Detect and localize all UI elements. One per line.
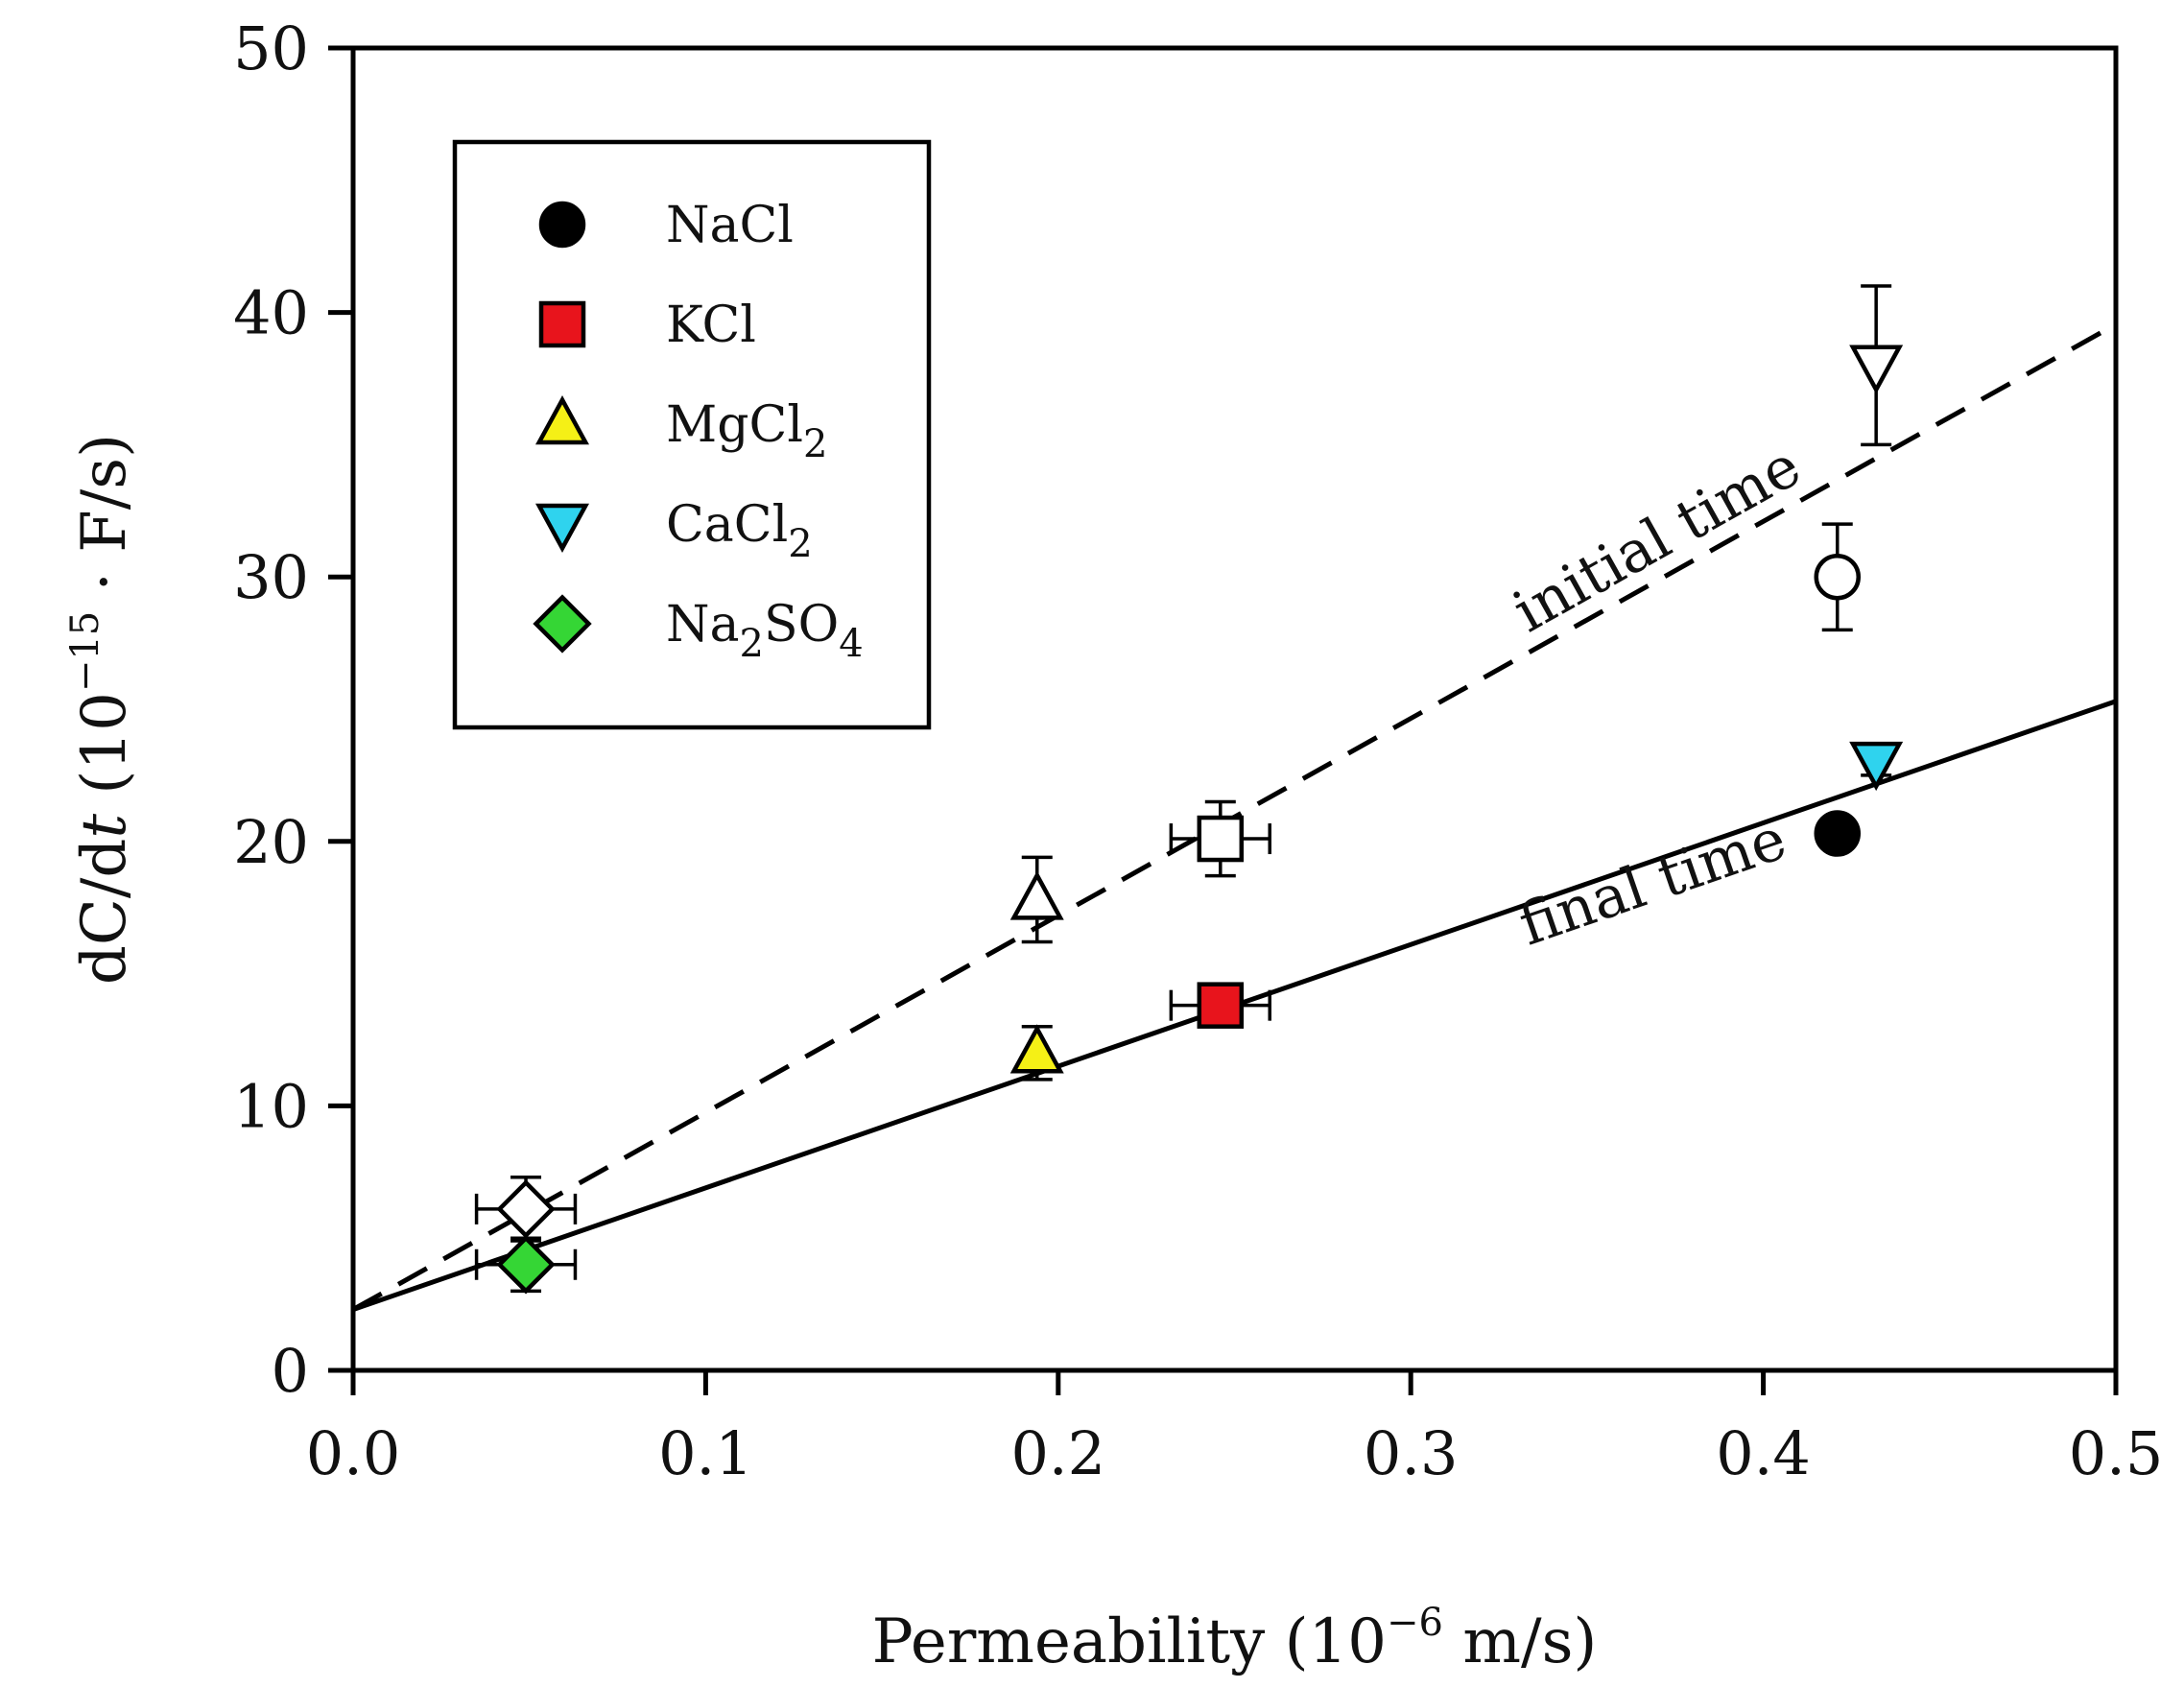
- legend-label-kcl: KCl: [666, 297, 756, 354]
- x-tick-label: 0.5: [2069, 1418, 2164, 1488]
- data-point-initial-time-nacl: [1814, 553, 1862, 601]
- x-tick-label: 0.2: [1010, 1418, 1105, 1488]
- legend-label-na2so4: Na2SO4: [666, 596, 864, 666]
- data-point-final-time-na2so4: [496, 1235, 556, 1295]
- plot-frame: [350, 45, 2119, 1373]
- annotation-initial-time: initial time: [1503, 433, 1812, 646]
- legend-label-subscript: 2: [803, 422, 827, 466]
- data-point-final-time-mgcl2: [1009, 1024, 1064, 1074]
- legend-label-base: Na: [666, 596, 740, 654]
- y-tick-label: 50: [233, 13, 309, 83]
- data-point-initial-time-na2so4: [496, 1179, 556, 1239]
- x-axis-title-exponent: −6: [1387, 1601, 1443, 1645]
- legend-label-base: CaCl: [666, 496, 788, 554]
- annotations: initial time final time: [1503, 433, 1812, 960]
- legend-label-subscript: 2: [740, 622, 764, 666]
- legend-marker-na2so4: [533, 594, 592, 654]
- legend-label-nacl: NaCl: [666, 197, 794, 254]
- data-point-final-time-kcl: [1197, 982, 1245, 1029]
- x-axis-title-unit: m/s): [1443, 1606, 1597, 1677]
- legend-marker-cacl2: [535, 503, 589, 553]
- legend-label-mgcl2: MgCl2: [666, 396, 827, 466]
- y-tick-label: 40: [233, 278, 309, 348]
- data-point-final-time-cacl2: [1849, 741, 1904, 792]
- legend-marker-mgcl2: [535, 395, 589, 445]
- plot-border: [350, 45, 2119, 1373]
- legend-label-subscript: 2: [788, 522, 812, 566]
- x-axis-title-main: Permeability (10: [872, 1606, 1387, 1677]
- y-tick-label: 20: [233, 807, 309, 877]
- data-point-final-time-nacl: [1814, 810, 1862, 857]
- annotation-final-time: final time: [1511, 805, 1794, 959]
- y-axis-title-pre: dC/d: [69, 839, 140, 985]
- y-axis-title: dC/dt (10−15 · F/s): [63, 434, 140, 985]
- axes: 0.0 0.1 0.2 0.3 0.4 0.5 0 10 20 30 40 50 Permeabilit…: [63, 13, 2163, 1677]
- y-tick-label: 30: [233, 542, 309, 612]
- y-axis-title-exponent: −15: [63, 611, 107, 692]
- y-tick-label: 10: [233, 1071, 309, 1141]
- y-axis-title-mid: (10: [69, 692, 140, 814]
- legend-label-base: KCl: [666, 297, 756, 354]
- legend-label-subscript2: 4: [839, 622, 863, 666]
- data-point-initial-time-kcl: [1197, 815, 1245, 863]
- legend-box: [452, 139, 932, 730]
- legend-label-tail: SO: [764, 596, 839, 654]
- y-tick-label: 0: [272, 1336, 309, 1406]
- x-axis-title: Permeability (10−6 m/s): [872, 1601, 1598, 1677]
- data-point-initial-time-cacl2: [1849, 345, 1904, 394]
- legend-label-base: MgCl: [666, 396, 803, 454]
- y-axis-title-variable: t: [69, 814, 140, 839]
- legend-label-base: NaCl: [666, 197, 794, 254]
- x-tick-label: 0.0: [306, 1418, 401, 1488]
- x-tick-label: 0.4: [1716, 1418, 1811, 1488]
- x-tick-label: 0.1: [658, 1418, 753, 1488]
- data-point-initial-time-mgcl2: [1009, 870, 1064, 920]
- legend-marker-kcl: [538, 300, 586, 348]
- legend-marker-nacl: [538, 201, 586, 249]
- y-axis-title-unit: · F/s): [69, 434, 140, 611]
- data-markers: [496, 345, 1904, 1295]
- legend-label-cacl2: CaCl2: [666, 496, 813, 566]
- x-tick-label: 0.3: [1364, 1418, 1459, 1488]
